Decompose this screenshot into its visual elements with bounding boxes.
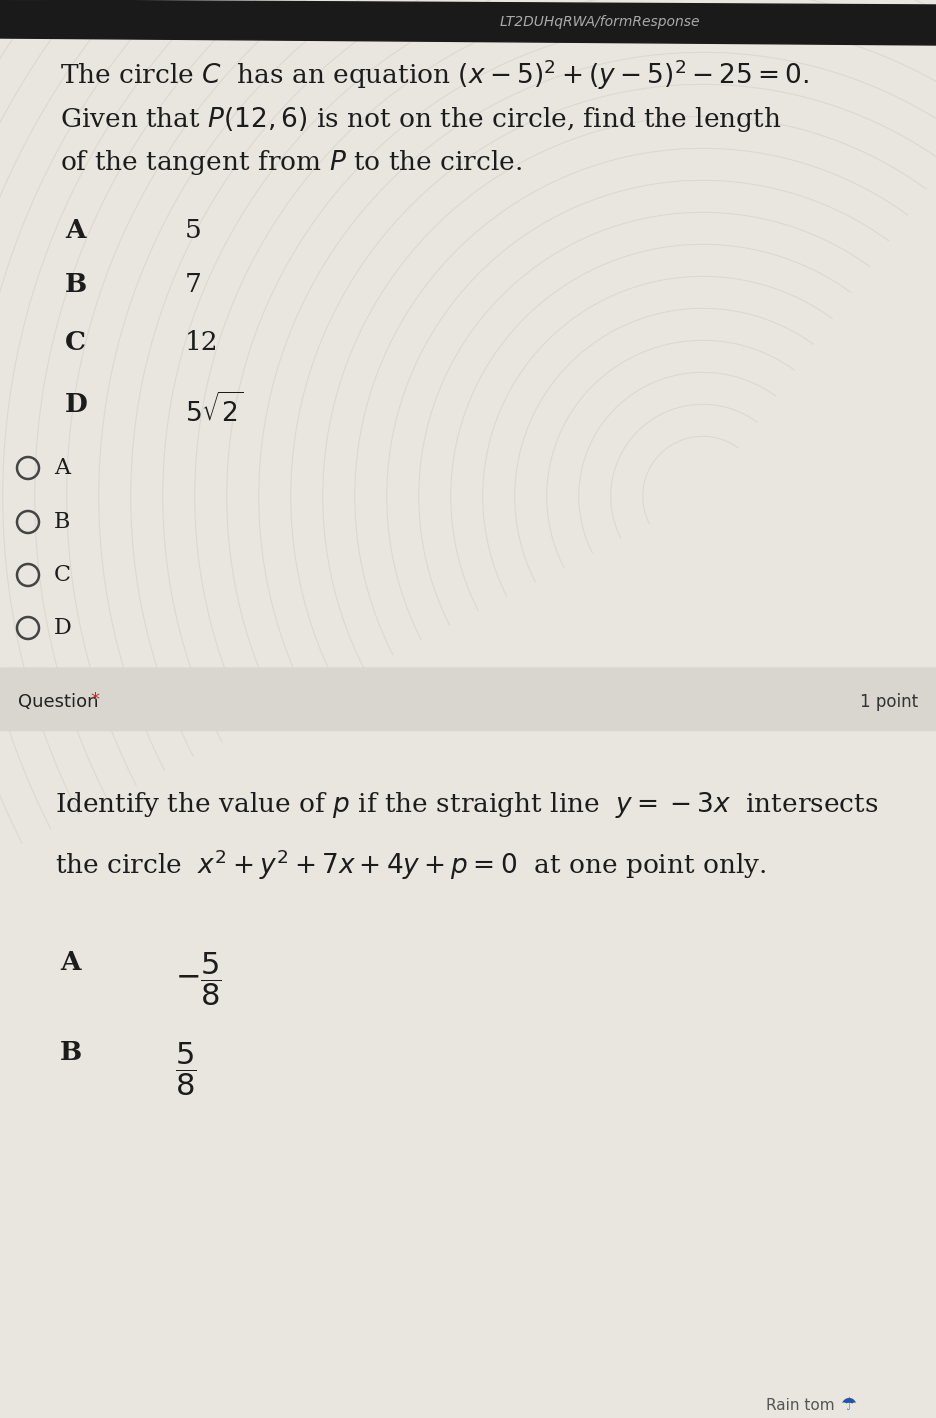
Text: A: A (60, 950, 80, 976)
Text: A: A (54, 457, 70, 479)
Text: ☂: ☂ (839, 1395, 856, 1414)
Text: D: D (65, 391, 88, 417)
Text: $5\sqrt{2}$: $5\sqrt{2}$ (184, 391, 243, 427)
Text: B: B (65, 272, 87, 296)
Text: 1 point: 1 point (859, 693, 917, 710)
Text: The circle $C$  has an equation $(x-5)^2+(y-5)^2-25=0.$: The circle $C$ has an equation $(x-5)^2+… (60, 58, 809, 92)
Text: LT2DUHqRWA/formResponse: LT2DUHqRWA/formResponse (499, 16, 699, 28)
Text: A: A (65, 218, 85, 242)
Text: $-\dfrac{5}{8}$: $-\dfrac{5}{8}$ (175, 950, 222, 1008)
Bar (0, 668, 936, 730)
Text: 7: 7 (184, 272, 201, 296)
Text: C: C (65, 330, 86, 354)
Text: D: D (54, 617, 72, 640)
Bar (0, 668, 936, 678)
Text: *: * (90, 691, 99, 709)
Polygon shape (0, 0, 936, 45)
Text: 12: 12 (184, 330, 218, 354)
Text: Identify the value of $p$ if the straight line  $y=-3x$  intersects: Identify the value of $p$ if the straigh… (55, 790, 877, 820)
Text: of the tangent from $P$ to the circle.: of the tangent from $P$ to the circle. (60, 147, 521, 177)
Text: Given that $P(12,6)$ is not on the circle, find the length: Given that $P(12,6)$ is not on the circl… (60, 105, 781, 133)
Text: B: B (60, 1039, 82, 1065)
Text: B: B (54, 510, 70, 533)
Text: the circle  $x^2+y^2+7x+4y+p=0$  at one point only.: the circle $x^2+y^2+7x+4y+p=0$ at one po… (55, 848, 766, 882)
Text: Rain tom: Rain tom (766, 1398, 834, 1412)
Text: Question: Question (18, 693, 98, 710)
Text: $\dfrac{5}{8}$: $\dfrac{5}{8}$ (175, 1039, 197, 1098)
Text: C: C (54, 564, 71, 586)
Text: 5: 5 (184, 218, 201, 242)
